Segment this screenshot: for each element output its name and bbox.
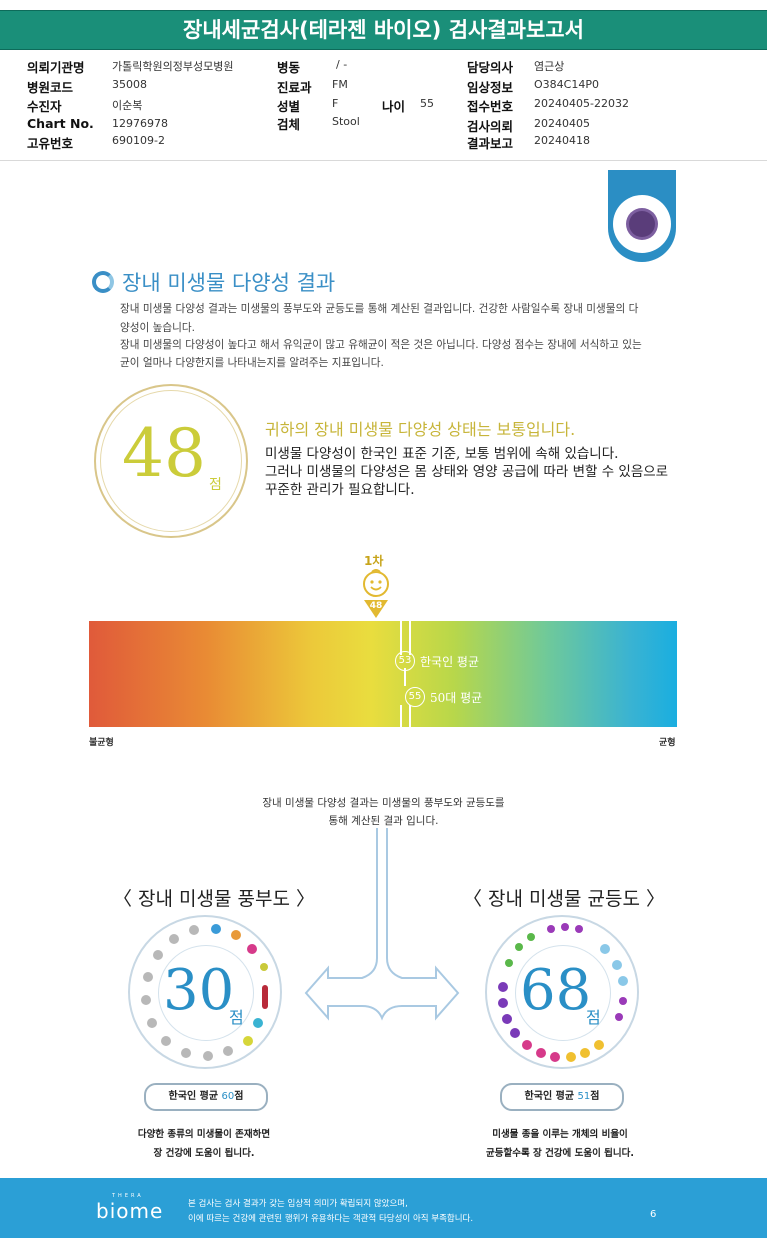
avg-suffix: 점 [234,1091,244,1102]
info-value: FM [332,78,348,91]
info-value: 20240405 [534,117,590,130]
info-label: 결과보고 [467,136,514,151]
richness-caption: 장 건강에 도움이 됩니다. [153,1148,255,1159]
split-arrow-icon [304,828,460,1021]
ring-icon [92,271,114,293]
info-value: 20240418 [534,134,590,147]
info-value: O384C14P0 [534,78,599,91]
info-label: 병원코드 [27,80,74,95]
score-ring [94,384,248,538]
info-label: 접수번호 [467,99,514,114]
score-unit: 점 [209,477,222,493]
richness-avg-badge: 한국인 평균 60점 [144,1083,268,1111]
info-label: 진료과 [277,80,312,95]
info-label: Chart No. [27,116,94,131]
korean-avg-badge: 53 [395,651,415,671]
diversity-score: 48 [122,415,206,492]
avg-line [409,705,411,727]
info-label: 검체 [277,117,301,132]
info-value: 이순복 [112,99,143,112]
evenness-caption: 미생물 종을 이루는 개체의 비율이 [492,1129,628,1140]
disclaimer-line: 이에 따르는 건강에 관련된 행위가 유용하다는 객관적 타당성이 아직 부족합… [188,1214,474,1224]
richness-caption: 다양한 종류의 미생물이 존재하면 [137,1129,271,1140]
avg-line [400,621,402,655]
evenness-inner [515,945,611,1041]
info-label: 임상정보 [467,80,514,95]
evenness-title: 〈 장내 미생물 균등도 〉 [463,888,665,910]
richness-title: 〈 장내 미생물 풍부도 〉 [113,888,315,910]
brand-tagline: THERA [112,1193,144,1199]
info-label: 병동 [277,60,301,75]
info-label: 담당의사 [467,60,514,75]
evenness-score: 68 [520,958,592,1023]
divider [0,160,767,161]
status-line: 꾸준한 관리가 필요합니다. [265,482,415,498]
description-line: 장내 미생물 다양성 결과는 미생물의 풍부도와 균등도를 통해 계산된 결과입… [120,303,639,315]
microbe-ring-icon [141,924,268,1061]
info-label: 고유번호 [27,136,74,151]
richness-score: 30 [163,958,235,1023]
info-value: 12976978 [112,117,168,130]
info-value: / - [336,58,348,71]
scale-left-label: 불균형 [89,738,114,748]
face-marker-icon [363,569,389,618]
disclaimer-line: 본 검사는 검사 결과가 갖는 임상적 의미가 확립되지 않았으며, [188,1199,408,1209]
info-value: 55 [420,97,434,110]
status-line: 그러나 미생물의 다양성은 몸 상태와 영양 공급에 따라 변할 수 있음으로 [265,464,669,480]
avg-line [404,668,406,686]
microbe-icon [629,211,655,237]
info-label: 의뢰기관명 [27,60,85,75]
diversity-scale-bar [89,621,677,727]
korean-avg-label: 한국인 평균 [420,655,480,669]
avg-value: 60 [221,1091,235,1102]
avg-line [400,705,402,727]
intro-line: 통해 계산된 결과 입니다. [328,815,439,827]
richness-inner [158,945,254,1041]
round-label: 1차 [364,554,384,568]
footer [0,1178,767,1238]
info-value: 20240405-22032 [534,97,629,110]
brand-logo: biome [96,1199,164,1223]
section-title: 장내 미생물 다양성 결과 [122,271,336,295]
info-label: 성별 [277,99,301,114]
evenness-unit: 점 [586,1008,601,1027]
info-value: F [332,97,339,110]
score-ring-inner [100,390,242,532]
richness-unit: 점 [229,1008,244,1027]
evenness-avg-badge: 한국인 평균 51점 [500,1083,624,1111]
info-value: 염근상 [534,60,565,73]
info-label: 검사의뢰 [467,119,514,134]
description-line: 양성이 높습니다. [120,322,195,334]
status-headline: 귀하의 장내 미생물 다양성 상태는 보통입니다. [265,420,576,439]
avg-value: 51 [577,1091,591,1102]
age-avg-badge: 55 [405,687,425,707]
avg-prefix: 한국인 평균 [168,1091,222,1102]
report-title: 장내세균검사(테라젠 바이오) 검사결과보고서 [0,10,767,50]
marker-value: 48 [369,601,383,611]
description-line: 균이 얼마나 다양한지를 나타내는지를 알려주는 지표입니다. [120,357,384,369]
scale-right-label: 균형 [659,738,676,748]
info-value: Stool [332,115,360,128]
avg-line [409,621,411,655]
age-avg-label: 50대 평균 [430,691,483,705]
page-number: 6 [650,1209,657,1220]
info-value: 가톨릭학원의정부성모병원 [112,60,234,73]
description-line: 장내 미생물의 다양성이 높다고 해서 유익균이 많고 유해균이 적은 것은 아… [120,339,642,351]
info-label: 나이 [382,99,406,114]
avg-suffix: 점 [590,1091,600,1102]
intro-line: 장내 미생물 다양성 결과는 미생물의 풍부도와 균등도를 [262,797,505,809]
info-value: 35008 [112,78,147,91]
info-label: 수진자 [27,99,62,114]
evenness-caption: 균등할수록 장 건강에 도움이 됩니다. [486,1148,634,1159]
avg-prefix: 한국인 평균 [524,1091,578,1102]
info-value: 690109-2 [112,134,165,147]
status-line: 미생물 다양성이 한국인 표준 기준, 보통 범위에 속해 있습니다. [265,446,619,462]
microbe-ring-icon [498,923,628,1062]
